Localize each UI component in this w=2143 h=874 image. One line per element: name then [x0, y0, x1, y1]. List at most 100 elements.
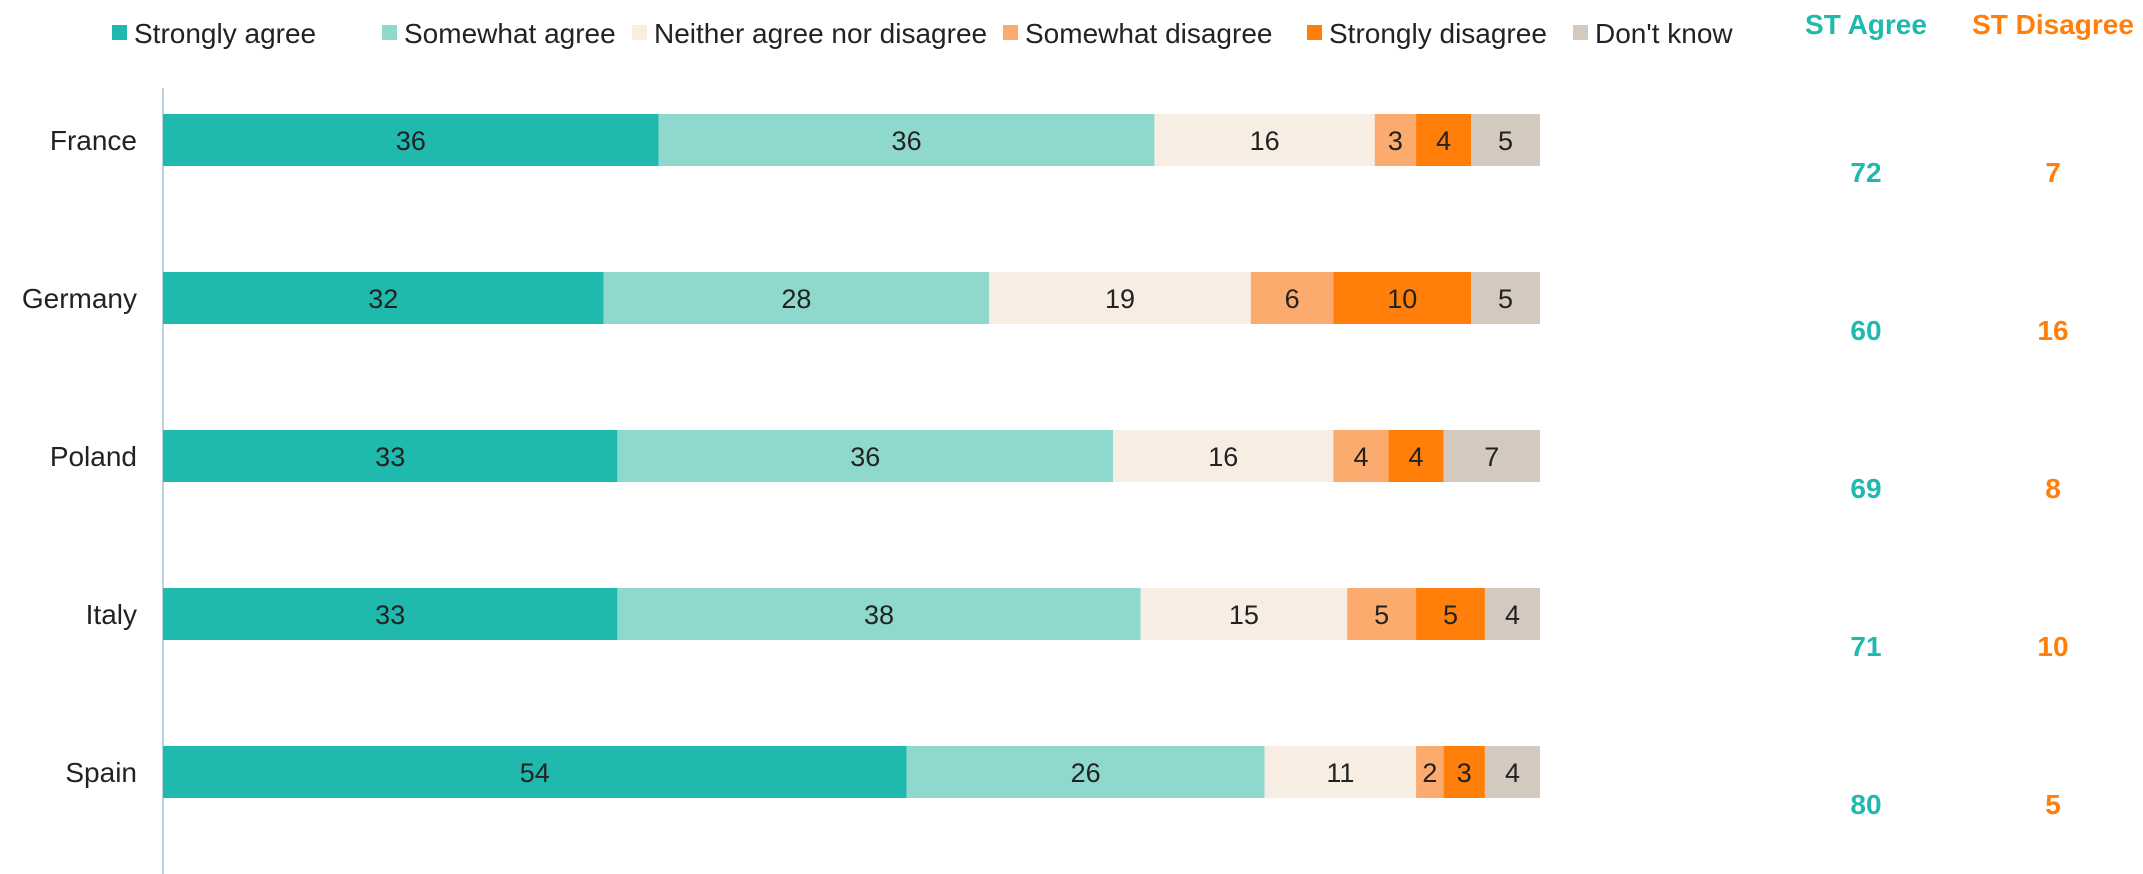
bar-segment-somewhat-disagree: [1347, 588, 1417, 640]
data-label: 33: [375, 600, 405, 630]
category-label: Poland: [50, 441, 137, 472]
bar-segment-don-t-know: [1484, 746, 1540, 798]
data-label: 26: [1071, 758, 1101, 788]
data-label: 4: [1436, 126, 1451, 156]
category-label: Germany: [22, 283, 137, 314]
data-label: 4: [1505, 600, 1520, 630]
data-label: 5: [1443, 600, 1458, 630]
data-label: 33: [375, 442, 405, 472]
bar-segment-somewhat-agree: [603, 272, 990, 324]
legend-swatch: [1307, 25, 1322, 40]
summary-value: 16: [2037, 315, 2068, 346]
legend-swatch: [112, 25, 127, 40]
bar-row-italy: Italy 33 38 15 5 5 4: [86, 588, 1540, 640]
summary-columns: ST Agree 72 60 69 71 80 ST Disagree 7 16 8 10 5: [1805, 9, 2134, 820]
bar-segment-strongly-agree: [163, 114, 659, 166]
data-label: 11: [1326, 758, 1354, 788]
bar-segment-strongly-disagree: [1388, 430, 1444, 482]
bar-segment-strongly-disagree: [1333, 272, 1472, 324]
bar-row-germany: Germany 32 28 19 6 10 5: [22, 272, 1540, 324]
legend-item-somewhat-agree: Somewhat agree: [382, 18, 616, 49]
summary-column-st-disagree: ST Disagree 7 16 8 10 5: [1972, 9, 2134, 820]
data-label: 5: [1498, 126, 1513, 156]
bar-segment-somewhat-agree: [617, 588, 1141, 640]
summary-value: 7: [2045, 157, 2061, 188]
bar-segment-strongly-agree: [163, 746, 907, 798]
summary-value: 10: [2037, 631, 2068, 662]
bar-segment-neither-agree-nor-disagree: [1140, 588, 1348, 640]
bar-row-france: France 36 36 16 3 4 5: [50, 114, 1540, 166]
bar-segment-don-t-know: [1471, 114, 1540, 166]
bar-segment-somewhat-disagree: [1416, 746, 1444, 798]
summary-value: 80: [1850, 789, 1881, 820]
legend-label: Somewhat disagree: [1025, 18, 1272, 49]
bar-segment-strongly-disagree: [1416, 588, 1485, 640]
data-label: 4: [1505, 758, 1520, 788]
bar-row-poland: Poland 33 36 16 4 4 7: [50, 430, 1540, 482]
bar-segment-don-t-know: [1443, 430, 1540, 482]
bar-row-spain: Spain 54 26 11 2 3 4: [65, 746, 1540, 798]
data-label: 3: [1388, 126, 1403, 156]
data-label: 16: [1250, 126, 1280, 156]
data-label: 36: [850, 442, 880, 472]
bar-segment-strongly-agree: [163, 272, 604, 324]
data-label: 6: [1285, 284, 1300, 314]
bar-segment-don-t-know: [1484, 588, 1540, 640]
data-label: 32: [368, 284, 398, 314]
category-label: Italy: [86, 599, 137, 630]
bar-segment-don-t-know: [1471, 272, 1540, 324]
data-label: 5: [1498, 284, 1513, 314]
data-label: 36: [396, 126, 426, 156]
bar-segment-strongly-disagree: [1416, 114, 1472, 166]
summary-column-st-agree: ST Agree 72 60 69 71 80: [1805, 9, 1927, 820]
bar-segment-neither-agree-nor-disagree: [1154, 114, 1375, 166]
legend-swatch: [632, 25, 647, 40]
bar-segment-strongly-agree: [163, 588, 618, 640]
summary-value: 71: [1850, 631, 1881, 662]
legend-label: Somewhat agree: [404, 18, 616, 49]
legend-swatch: [382, 25, 397, 40]
legend-swatch: [1573, 25, 1588, 40]
legend-item-neither-agree-nor-disagree: Neither agree nor disagree: [632, 18, 987, 49]
bar-segment-neither-agree-nor-disagree: [1264, 746, 1417, 798]
summary-value: 69: [1850, 473, 1881, 504]
summary-value: 5: [2045, 789, 2061, 820]
legend-item-strongly-agree: Strongly agree: [112, 18, 316, 49]
data-label: 28: [781, 284, 811, 314]
legend-item-don-t-know: Don't know: [1573, 18, 1733, 49]
data-label: 36: [892, 126, 922, 156]
data-label: 38: [864, 600, 894, 630]
legend-swatch: [1003, 25, 1018, 40]
data-label: 16: [1208, 442, 1238, 472]
legend-label: Strongly disagree: [1329, 18, 1547, 49]
data-label: 54: [520, 758, 550, 788]
bar-segment-strongly-agree: [163, 430, 618, 482]
legend-item-somewhat-disagree: Somewhat disagree: [1003, 18, 1272, 49]
data-label: 10: [1387, 284, 1417, 314]
legend-label: Neither agree nor disagree: [654, 18, 987, 49]
bar-segment-neither-agree-nor-disagree: [989, 272, 1251, 324]
data-label: 4: [1409, 442, 1424, 472]
legend: Strongly agree Somewhat agree Neither agre…: [112, 18, 1733, 49]
data-label: 7: [1484, 442, 1499, 472]
legend-item-strongly-disagree: Strongly disagree: [1307, 18, 1547, 49]
data-label: 3: [1457, 758, 1472, 788]
legend-label: Strongly agree: [134, 18, 316, 49]
data-label: 2: [1422, 758, 1437, 788]
data-label: 15: [1229, 600, 1259, 630]
category-label: France: [50, 125, 137, 156]
data-label: 19: [1105, 284, 1135, 314]
bar-segment-somewhat-disagree: [1374, 114, 1417, 166]
legend-label: Don't know: [1595, 18, 1733, 49]
summary-value: 60: [1850, 315, 1881, 346]
summary-header: ST Agree: [1805, 9, 1927, 40]
bar-segment-somewhat-agree: [617, 430, 1114, 482]
bar-segment-somewhat-agree: [658, 114, 1155, 166]
summary-value: 72: [1850, 157, 1881, 188]
bar-segment-somewhat-agree: [906, 746, 1265, 798]
data-label: 4: [1353, 442, 1368, 472]
bar-segment-somewhat-disagree: [1333, 430, 1389, 482]
summary-value: 8: [2045, 473, 2061, 504]
